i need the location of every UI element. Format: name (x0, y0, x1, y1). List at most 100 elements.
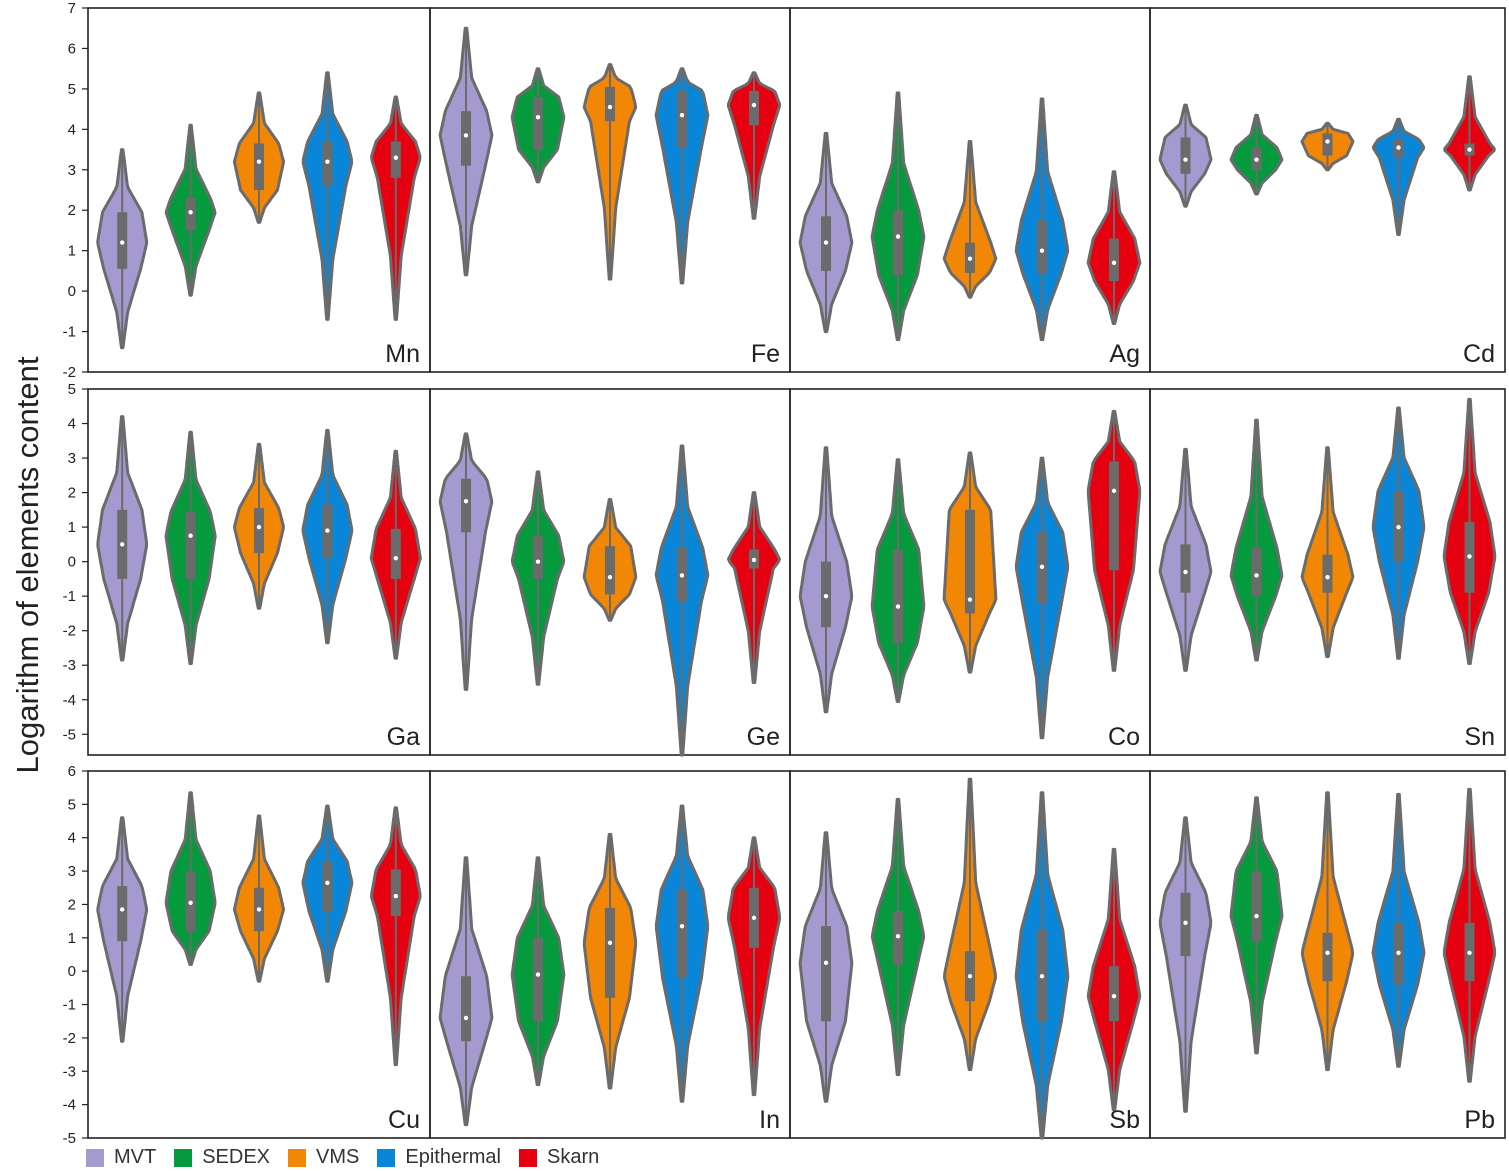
y-tick-label: 4 (68, 121, 76, 138)
median-dot (463, 133, 469, 138)
iqr-box (1322, 133, 1333, 156)
y-tick-label: -1 (63, 324, 76, 341)
median-dot (679, 112, 685, 118)
median-dot (1467, 554, 1472, 559)
median-dot (751, 102, 757, 108)
legend-label-skarn: Skarn (546, 1146, 600, 1168)
iqr-box (1322, 932, 1333, 982)
y-tick-label: 5 (68, 796, 76, 813)
y-tick-label: 6 (68, 763, 76, 780)
y-tick-label: 4 (68, 416, 76, 433)
iqr-box (605, 907, 615, 998)
y-tick-label: -3 (63, 1063, 76, 1080)
median-dot (967, 973, 973, 979)
median-dot (1039, 973, 1045, 979)
iqr-box (605, 86, 615, 122)
iqr-box (533, 96, 543, 150)
y-tick-label: 3 (68, 863, 76, 880)
median-dot (823, 960, 829, 966)
y-tick-label: 1 (68, 930, 76, 947)
iqr-box (322, 861, 333, 912)
panel-label-ga: Ga (387, 723, 420, 751)
median-dot (1396, 145, 1401, 150)
iqr-box (965, 509, 975, 614)
legend-swatch-mvt (86, 1148, 104, 1167)
iqr-box (533, 535, 543, 579)
panel-frame (1149, 7, 1506, 373)
panel-label-co: Co (1108, 723, 1140, 751)
panel-label-cu: Cu (388, 1106, 420, 1134)
median-dot (393, 555, 398, 561)
iqr-box (1251, 871, 1262, 942)
y-tick-label: 5 (68, 381, 76, 398)
panel-frame (1149, 388, 1506, 756)
iqr-box (1251, 547, 1262, 597)
median-dot (1183, 920, 1188, 926)
y-tick-label: 2 (68, 485, 76, 502)
median-dot (607, 574, 613, 580)
median-dot (895, 234, 901, 239)
y-tick-label: -2 (63, 623, 76, 640)
legend-item-sedex: SEDEX (174, 1146, 270, 1169)
median-dot (1254, 157, 1259, 162)
panel-label-sn: Sn (1464, 723, 1495, 751)
median-dot (607, 940, 613, 946)
median-dot (535, 559, 541, 564)
legend-swatch-epithermal (377, 1148, 396, 1167)
iqr-box (893, 210, 903, 275)
median-dot (607, 104, 613, 110)
iqr-box (390, 869, 401, 917)
y-tick-label: -2 (63, 1030, 76, 1047)
iqr-box (1180, 137, 1191, 174)
y-tick-label: -4 (63, 692, 76, 709)
median-dot (1396, 950, 1401, 956)
median-dot (1111, 994, 1117, 999)
iqr-box (390, 528, 401, 579)
y-tick-label: 0 (68, 963, 76, 980)
median-dot (1183, 569, 1188, 575)
iqr-box (749, 90, 759, 126)
median-dot (751, 557, 757, 563)
panel-label-cd: Cd (1463, 340, 1495, 368)
median-dot (463, 1015, 469, 1021)
y-tick-label: -4 (63, 1097, 76, 1114)
iqr-box (1322, 554, 1333, 593)
iqr-box (1180, 544, 1191, 593)
median-dot (1467, 950, 1472, 956)
median-dot (393, 893, 398, 899)
legend-item-vms: VMS (288, 1146, 359, 1169)
legend-item-epithermal: Epithermal (377, 1146, 501, 1169)
legend-label-vms: VMS (316, 1146, 360, 1168)
y-tick-label: -5 (63, 1130, 76, 1147)
iqr-box (461, 976, 471, 1042)
median-dot (823, 240, 829, 245)
median-dot (895, 933, 901, 939)
y-tick-label: 7 (68, 0, 76, 17)
panel-label-sb: Sb (1109, 1106, 1140, 1134)
median-dot (1254, 573, 1259, 578)
median-dot (1396, 524, 1401, 530)
median-dot (325, 159, 330, 164)
y-tick-label: 3 (68, 162, 76, 179)
iqr-box (677, 889, 687, 978)
median-dot (120, 240, 125, 245)
median-dot (188, 210, 193, 215)
legend-item-skarn: Skarn (518, 1146, 600, 1169)
median-dot (823, 593, 829, 599)
median-dot (1039, 564, 1045, 570)
y-tick-label: 6 (68, 40, 76, 57)
median-dot (120, 542, 125, 547)
median-dot (393, 155, 398, 160)
median-dot (679, 573, 685, 578)
median-dot (1183, 157, 1188, 162)
legend-label-sedex: SEDEX (202, 1146, 271, 1168)
median-dot (1111, 260, 1117, 265)
legend-label-mvt: MVT (114, 1146, 157, 1168)
y-tick-label: 5 (68, 81, 76, 98)
median-dot (1325, 139, 1330, 144)
iqr-box (533, 937, 543, 1022)
y-tick-label: 4 (68, 830, 76, 847)
y-tick-label: 3 (68, 450, 76, 467)
panel-label-ge: Ge (747, 723, 780, 751)
median-dot (1467, 147, 1472, 152)
